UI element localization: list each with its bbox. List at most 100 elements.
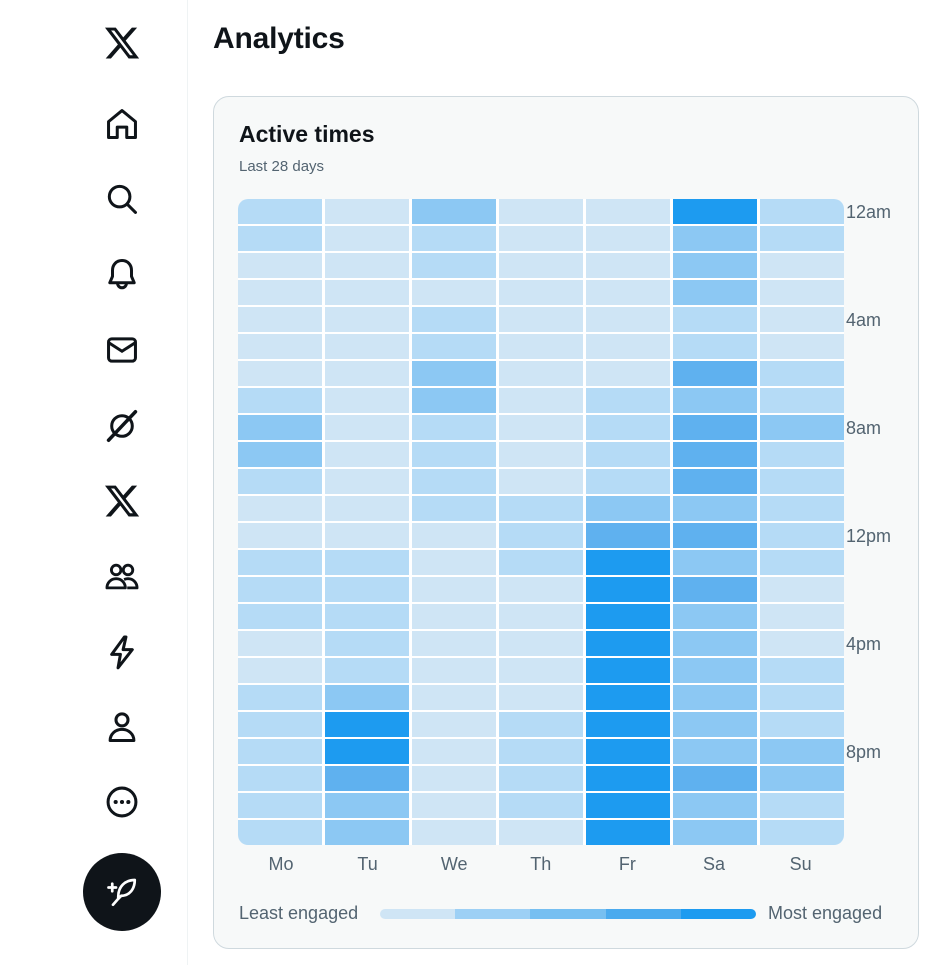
heatmap-cell [585,307,671,332]
heatmap-cell [759,226,844,251]
heatmap-cell [672,199,758,224]
legend-segment [530,909,606,919]
nav-home[interactable] [97,99,147,149]
heatmap-cell [324,550,410,575]
heatmap-cell [672,766,758,791]
heatmap-cell [759,469,844,494]
heatmap-cell [238,334,323,359]
nav-verified-orgs[interactable] [97,627,147,677]
heatmap-cell [324,658,410,683]
heatmap-cell [411,793,497,818]
heatmap-cell [411,388,497,413]
heatmap-cell [759,793,844,818]
heatmap-cell [324,361,410,386]
heatmap-cell [672,361,758,386]
nav-more[interactable] [97,777,147,827]
nav-grok[interactable] [97,401,147,451]
heatmap-cell [759,604,844,629]
heatmap-cell [498,496,584,521]
heatmap-cell [585,496,671,521]
day-label: Th [530,854,552,874]
heatmap-cell [411,523,497,548]
day-label: Su [789,854,812,874]
nav-messages[interactable] [97,325,147,375]
nav-profile[interactable] [97,702,147,752]
heatmap-cell [411,577,497,602]
page-header: Analytics [189,0,942,80]
heatmap-cell [411,631,497,656]
hour-label: 4pm [846,634,882,654]
heatmap-cell [238,712,323,737]
heatmap-cell [585,280,671,305]
heatmap-cell [759,712,844,737]
heatmap-cell [672,739,758,764]
heatmap-cell [672,631,758,656]
heatmap-cell [672,253,758,278]
heatmap-cell [411,469,497,494]
heatmap-cell [324,631,410,656]
heatmap-cell [585,820,671,845]
heatmap-cell [324,577,410,602]
heatmap-cell [759,334,844,359]
legend-segment [455,909,531,919]
heatmap-cell [585,658,671,683]
heatmap-cell [411,766,497,791]
heatmap-cell [759,577,844,602]
hour-label: 12pm [846,526,892,546]
heatmap-cell [585,793,671,818]
heatmap-cell [759,442,844,467]
nav-x-logo[interactable] [97,18,147,68]
heatmap-cell [585,604,671,629]
heatmap-cell [672,685,758,710]
heatmap-cell [238,577,323,602]
heatmap-cell [324,307,410,332]
heatmap-cell [498,415,584,440]
nav-explore[interactable] [97,174,147,224]
heatmap-cell [238,658,323,683]
heatmap-cell [498,577,584,602]
heatmap-cell [238,469,323,494]
nav-communities[interactable] [97,551,147,601]
heatmap-cell [672,415,758,440]
heatmap-cell [498,550,584,575]
day-label: Tu [357,854,378,874]
heatmap-cell [672,226,758,251]
hour-label: 4am [846,310,882,330]
heatmap-cell [759,631,844,656]
heatmap-cell [672,523,758,548]
heatmap-cell [238,307,323,332]
heatmap-cell [324,766,410,791]
post-button[interactable] [83,853,161,931]
heatmap-cell [759,361,844,386]
heatmap-cell [238,739,323,764]
nav-premium[interactable] [97,476,147,526]
home-icon [107,109,137,139]
card-subtitle: Last 28 days [239,158,325,175]
heatmap-cell [672,604,758,629]
heatmap-cell [585,577,671,602]
day-label: We [440,854,468,874]
heatmap-cell [324,199,410,224]
heatmap-cell [324,442,410,467]
heatmap-cell [411,442,497,467]
heatmap-cell [498,199,584,224]
heatmap-cell [585,739,671,764]
legend-segment [605,909,681,919]
grok-icon [106,410,138,442]
heatmap-cell [324,685,410,710]
heatmap-cell [238,631,323,656]
heatmap-cell [411,361,497,386]
heatmap-cell [672,550,758,575]
heatmap-cell [411,199,497,224]
heatmap-cell [759,523,844,548]
heatmap-cell [672,712,758,737]
heatmap-cell [672,820,758,845]
nav-notifications[interactable] [97,249,147,299]
heatmap-cell [759,253,844,278]
heatmap-cell [324,793,410,818]
legend-gradient-bar [380,909,756,919]
page-title: Analytics [213,22,345,55]
card-title: Active times [239,121,375,147]
heatmap-cell [498,307,584,332]
heatmap-cell [324,334,410,359]
